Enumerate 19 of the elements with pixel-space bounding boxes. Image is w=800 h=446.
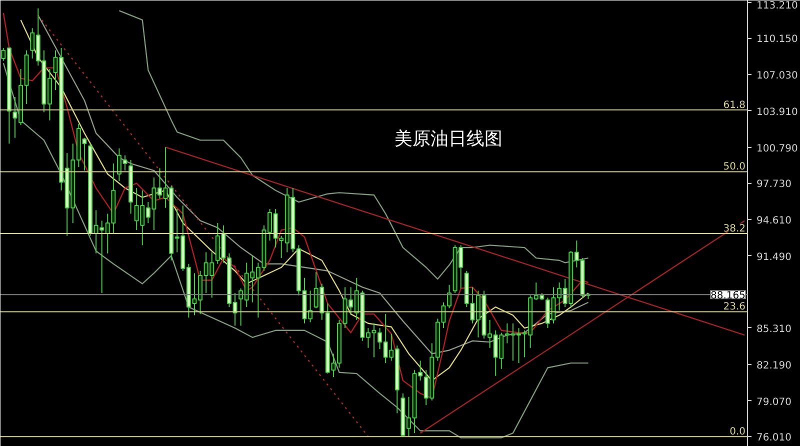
annotation: 61.8 [723, 100, 746, 111]
y-tick-label: 103.910 [756, 106, 798, 118]
y-tick-label: 113.210 [756, 0, 798, 12]
annotation: 0.0 [730, 426, 746, 438]
y-tick-label: 94.610 [756, 215, 792, 226]
annotation: 50.0 [723, 162, 746, 173]
y-tick-label: 76.010 [756, 432, 792, 444]
y-tick-label: 107.030 [756, 70, 798, 82]
y-tick-label: 85.310 [756, 324, 792, 335]
y-tick-label: 97.730 [756, 179, 792, 190]
y-tick-label: 91.490 [756, 252, 792, 263]
annotation: 88.165 [710, 290, 746, 302]
text: 美原油日线图 [394, 128, 503, 150]
annotation: 38.2 [723, 224, 746, 235]
y-tick-label: 79.070 [756, 396, 792, 408]
y-tick-label: 110.150 [756, 34, 798, 46]
y-tick-label: 82.190 [756, 360, 792, 372]
y-tick-label: 100.790 [756, 143, 798, 154]
annotation: 23.6 [723, 302, 746, 313]
